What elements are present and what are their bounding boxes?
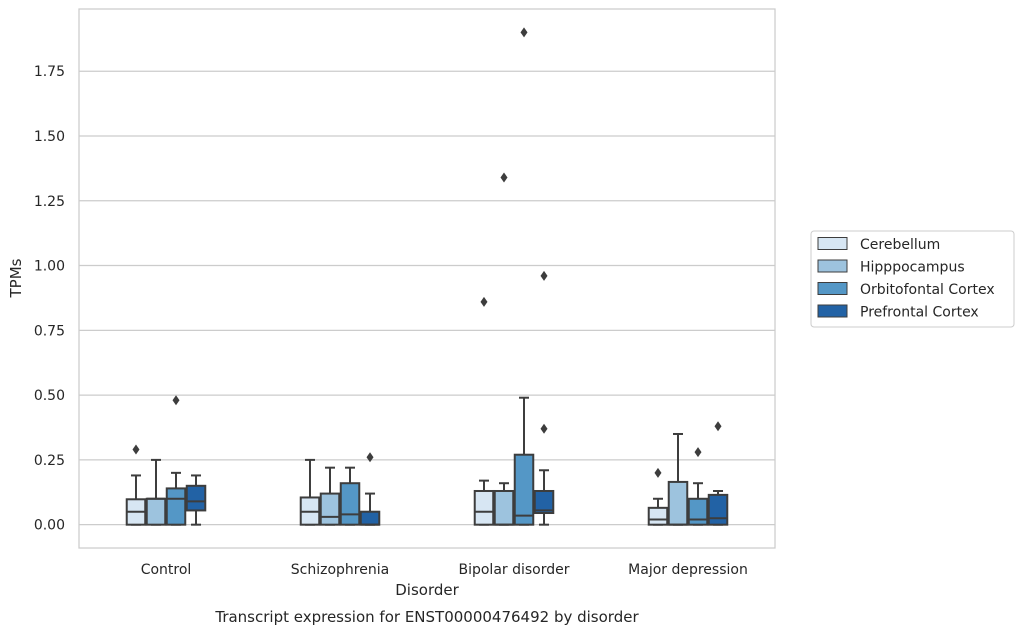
outlier-point [500, 172, 508, 183]
outlier-point [694, 447, 702, 458]
legend-label: Hipppocampus [860, 260, 965, 276]
outlier-point [132, 444, 140, 455]
outlier-point [654, 467, 662, 478]
y-tick-label: 1.25 [34, 194, 65, 210]
box [667, 480, 689, 526]
x-tick-label: Schizophrenia [291, 562, 389, 578]
legend-swatch [817, 237, 848, 250]
y-tick-label: 1.75 [34, 64, 65, 80]
plot-area-background [79, 9, 775, 548]
box [359, 510, 381, 526]
box [707, 493, 729, 526]
outlier-point [540, 270, 548, 281]
legend-label: Cerebellum [860, 237, 940, 253]
box [687, 497, 709, 526]
y-axis-label: TPMs [7, 258, 25, 298]
x-tick-labels: Control Schizophrenia Bipolar disorder Majo… [141, 562, 748, 578]
legend-label: Prefrontal Cortex [860, 305, 979, 321]
box [165, 487, 187, 526]
box-series [125, 27, 729, 526]
outlier-point [540, 423, 548, 434]
box [185, 484, 207, 512]
y-tick-label: 0.25 [34, 453, 65, 469]
x-axis-label: Disorder [395, 581, 459, 599]
outlier-point [172, 395, 180, 406]
outlier-point [714, 421, 722, 432]
y-tick-label: 0.00 [34, 518, 65, 534]
box [339, 482, 361, 526]
box [647, 506, 669, 526]
box [533, 489, 555, 515]
outlier-point [520, 27, 528, 38]
y-tick-labels: 0.00 0.25 0.50 0.75 1.00 1.25 1.50 1.75 [34, 64, 65, 533]
box [319, 492, 341, 526]
box [145, 497, 167, 526]
outlier-point [480, 296, 488, 307]
x-tick-label: Control [141, 562, 192, 578]
outlier-point [366, 452, 374, 463]
y-tick-label: 0.50 [34, 388, 65, 404]
y-tick-label: 1.00 [34, 259, 65, 275]
legend: Cerebellum Hipppocampus Orbitofontal Corte… [810, 230, 1015, 328]
box [493, 489, 515, 526]
y-tick-label: 0.75 [34, 323, 65, 339]
legend-frame [810, 230, 1015, 328]
legend-swatch [817, 282, 848, 295]
y-tick-label: 1.50 [34, 129, 65, 145]
legend-swatch [817, 259, 848, 273]
legend-label: Orbitofontal Cortex [860, 282, 995, 298]
box [473, 489, 495, 526]
plot-area-frame [78, 8, 776, 549]
x-tick-label: Major depression [628, 562, 748, 578]
chart-caption: Transcript expression for ENST0000047649… [214, 608, 639, 626]
box [513, 453, 535, 526]
x-tick-label: Bipolar disorder [458, 562, 569, 578]
legend-swatch [817, 304, 848, 318]
grid-lines [79, 70, 775, 526]
